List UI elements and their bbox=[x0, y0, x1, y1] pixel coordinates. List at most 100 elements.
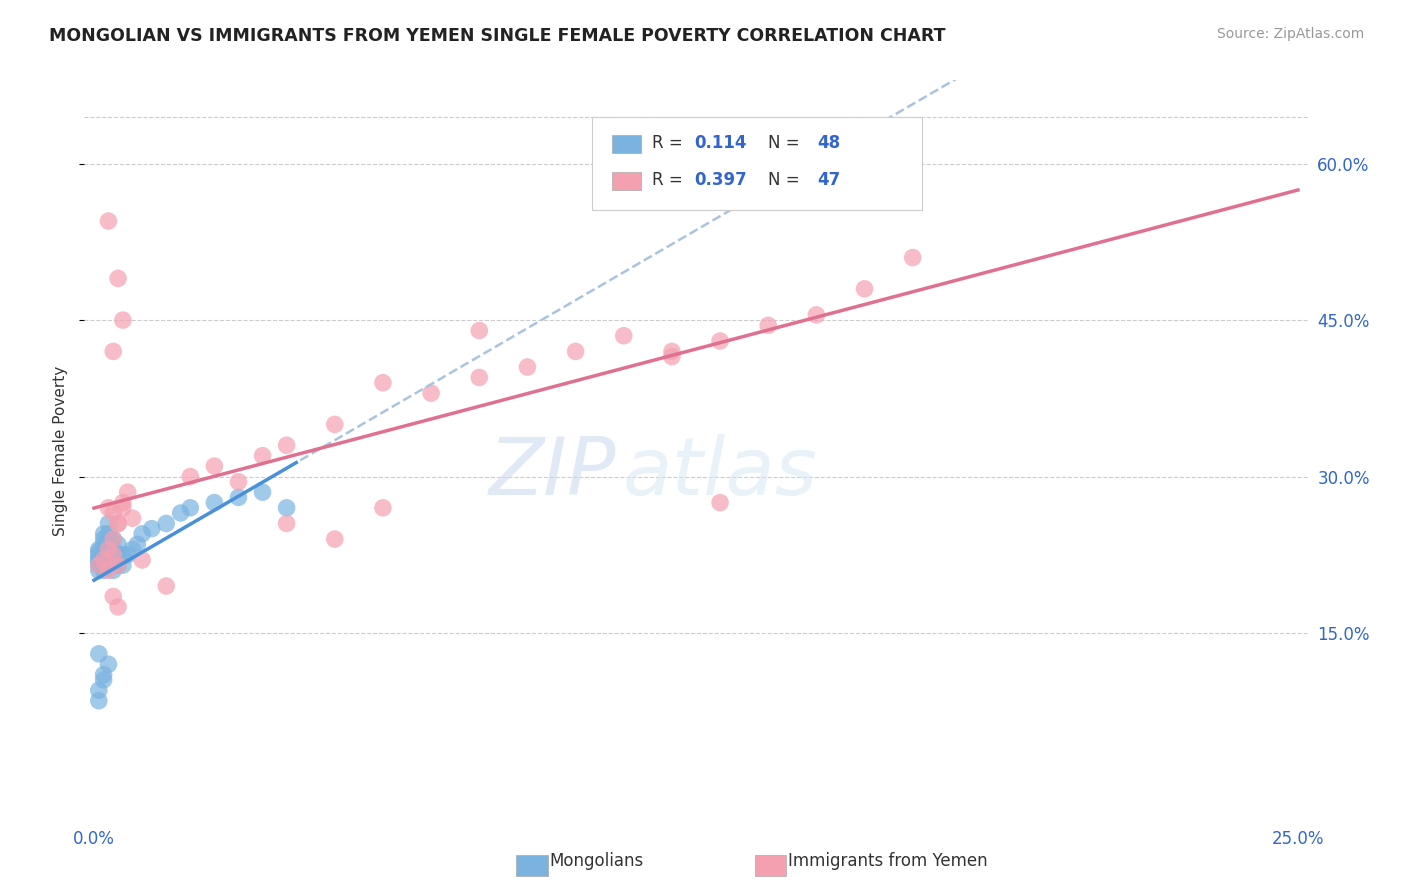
Text: Source: ZipAtlas.com: Source: ZipAtlas.com bbox=[1216, 27, 1364, 41]
Point bbox=[371, 500, 394, 515]
Point bbox=[111, 558, 134, 573]
Point bbox=[141, 522, 163, 536]
Point bbox=[93, 537, 115, 551]
Text: ZIP: ZIP bbox=[489, 434, 616, 512]
Point bbox=[97, 500, 120, 515]
Point bbox=[853, 282, 876, 296]
Point bbox=[468, 370, 491, 384]
Point bbox=[97, 516, 120, 531]
FancyBboxPatch shape bbox=[755, 855, 786, 876]
Point bbox=[709, 495, 731, 509]
Y-axis label: Single Female Poverty: Single Female Poverty bbox=[52, 366, 67, 535]
Text: 48: 48 bbox=[817, 134, 841, 153]
Point bbox=[97, 657, 120, 672]
Point bbox=[202, 459, 225, 474]
Point bbox=[97, 214, 120, 228]
Point bbox=[103, 590, 125, 604]
Point bbox=[107, 537, 129, 551]
Point bbox=[756, 318, 779, 333]
Point bbox=[179, 469, 201, 483]
Point bbox=[564, 344, 586, 359]
Point bbox=[371, 376, 394, 390]
Point bbox=[97, 548, 120, 562]
Point bbox=[117, 548, 139, 562]
Point bbox=[613, 328, 636, 343]
Point bbox=[87, 550, 110, 565]
Point bbox=[107, 548, 129, 562]
Point bbox=[93, 527, 115, 541]
Point bbox=[252, 485, 274, 500]
Point bbox=[323, 532, 346, 546]
FancyBboxPatch shape bbox=[592, 118, 922, 210]
Point bbox=[179, 500, 201, 515]
Point bbox=[155, 516, 177, 531]
Point bbox=[87, 555, 110, 569]
Point bbox=[155, 579, 177, 593]
Point bbox=[97, 558, 120, 573]
Point bbox=[806, 308, 828, 322]
Text: R =: R = bbox=[652, 171, 688, 189]
Text: N =: N = bbox=[768, 134, 806, 153]
Point bbox=[661, 350, 683, 364]
Point bbox=[103, 506, 125, 520]
Point bbox=[103, 542, 125, 557]
Point bbox=[87, 542, 110, 557]
Point bbox=[121, 511, 143, 525]
Point bbox=[901, 251, 924, 265]
Point bbox=[93, 542, 115, 557]
Point bbox=[97, 527, 120, 541]
Point bbox=[87, 548, 110, 562]
Text: MONGOLIAN VS IMMIGRANTS FROM YEMEN SINGLE FEMALE POVERTY CORRELATION CHART: MONGOLIAN VS IMMIGRANTS FROM YEMEN SINGL… bbox=[49, 27, 946, 45]
Point bbox=[103, 532, 125, 546]
Point bbox=[103, 553, 125, 567]
Point bbox=[97, 563, 120, 577]
Point bbox=[709, 334, 731, 348]
Text: N =: N = bbox=[768, 171, 806, 189]
Point bbox=[131, 553, 153, 567]
Point bbox=[111, 500, 134, 515]
Point bbox=[93, 673, 115, 687]
Text: R =: R = bbox=[652, 134, 688, 153]
Text: 47: 47 bbox=[817, 171, 841, 189]
Text: Immigrants from Yemen: Immigrants from Yemen bbox=[787, 853, 987, 871]
Point bbox=[121, 542, 143, 557]
Point bbox=[93, 558, 115, 573]
Point bbox=[468, 324, 491, 338]
Point bbox=[111, 495, 134, 509]
Point bbox=[276, 516, 298, 531]
Point bbox=[107, 516, 129, 531]
Point bbox=[93, 563, 115, 577]
Point bbox=[87, 544, 110, 558]
Point bbox=[97, 542, 120, 557]
Point bbox=[127, 537, 149, 551]
Point bbox=[107, 516, 129, 531]
Point bbox=[87, 558, 110, 573]
Point bbox=[170, 506, 193, 520]
Point bbox=[202, 495, 225, 509]
Point bbox=[276, 438, 298, 452]
Point bbox=[93, 667, 115, 681]
Point bbox=[97, 537, 120, 551]
Point bbox=[107, 558, 129, 573]
Point bbox=[111, 313, 134, 327]
Point bbox=[93, 532, 115, 546]
Point bbox=[228, 491, 250, 505]
FancyBboxPatch shape bbox=[516, 855, 548, 876]
Point bbox=[107, 271, 129, 285]
Text: 0.114: 0.114 bbox=[695, 134, 747, 153]
Point bbox=[93, 553, 115, 567]
Text: atlas: atlas bbox=[623, 434, 817, 512]
Point bbox=[107, 558, 129, 573]
Text: Mongolians: Mongolians bbox=[550, 853, 644, 871]
Point bbox=[87, 558, 110, 573]
Point bbox=[103, 344, 125, 359]
FancyBboxPatch shape bbox=[612, 172, 641, 190]
Point bbox=[87, 647, 110, 661]
Point bbox=[252, 449, 274, 463]
Point bbox=[87, 694, 110, 708]
Point bbox=[103, 532, 125, 546]
Point bbox=[516, 359, 538, 374]
Point bbox=[420, 386, 443, 401]
Point bbox=[276, 500, 298, 515]
Point bbox=[87, 553, 110, 567]
